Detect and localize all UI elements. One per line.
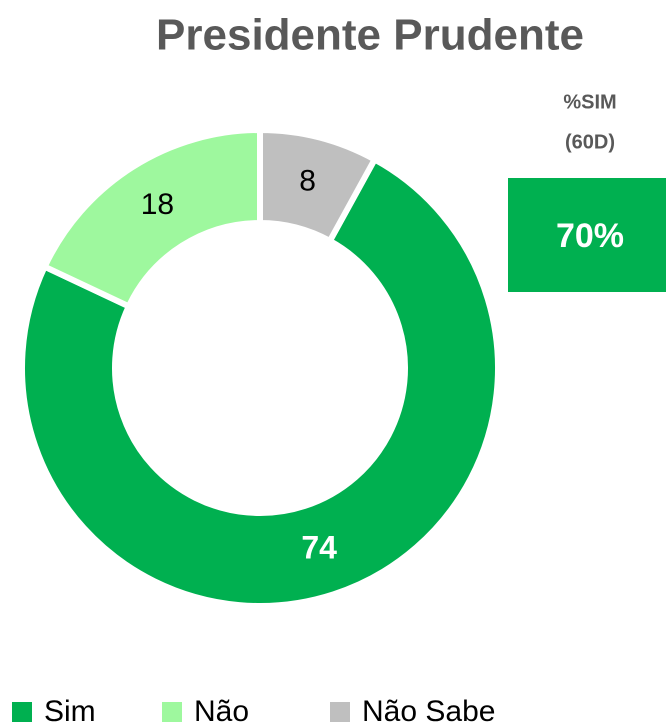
legend-label: Não Sabe xyxy=(362,695,495,728)
legend-label: Não xyxy=(194,695,249,728)
kpi-label: (60D) xyxy=(565,131,615,153)
legend-swatch xyxy=(162,702,182,722)
donut-slice xyxy=(19,155,501,609)
kpi-value: 70% xyxy=(556,217,624,255)
chart-title: Presidente Prudente xyxy=(156,11,584,60)
legend-swatch xyxy=(330,702,350,722)
legend-label: Sim xyxy=(44,695,96,728)
legend-swatch xyxy=(12,702,32,722)
data-label: 74 xyxy=(301,530,337,566)
kpi-label: %SIM xyxy=(563,91,616,113)
data-label: 18 xyxy=(141,188,174,221)
kpi-box xyxy=(508,178,666,292)
donut-slice xyxy=(257,126,379,246)
data-label: 8 xyxy=(299,164,316,197)
